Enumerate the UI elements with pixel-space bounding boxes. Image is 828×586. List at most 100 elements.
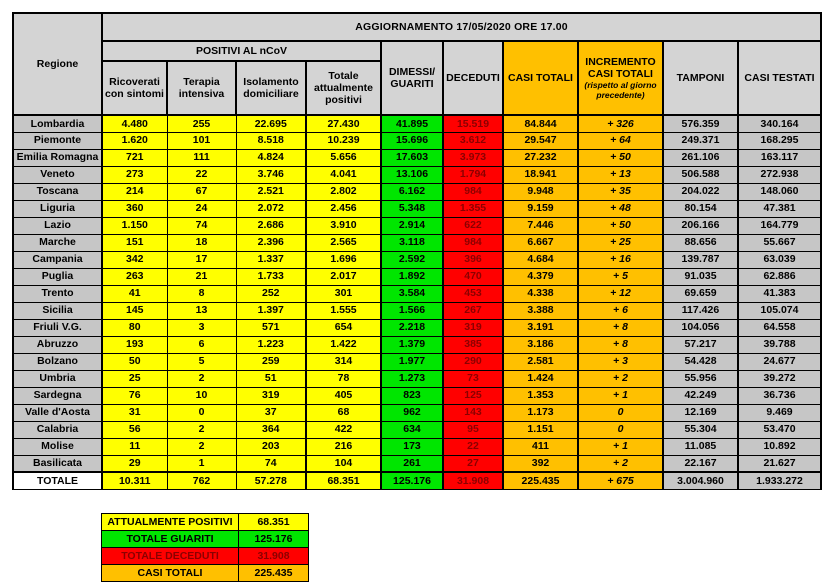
cell-dimessi-guariti: 2.914 xyxy=(380,216,444,235)
cell-deceduti: 984 xyxy=(442,233,504,252)
cell-deceduti: 622 xyxy=(442,216,504,235)
cell-totale-positivi: 1.422 xyxy=(305,335,382,354)
cell-deceduti: 143 xyxy=(442,403,504,422)
cell-ricoverati: 263 xyxy=(101,267,168,286)
cell-deceduti: 3.612 xyxy=(442,131,504,150)
cell-incremento: + 1 xyxy=(577,437,664,456)
legend-value: 225.435 xyxy=(238,564,309,582)
table-header: Regione AGGIORNAMENTO 17/05/2020 ORE 17.… xyxy=(12,12,823,116)
cell-dimessi-guariti: 1.273 xyxy=(380,369,444,388)
cell-totale-positivi: 2.565 xyxy=(305,233,382,252)
cell-tamponi: 55.956 xyxy=(662,369,739,388)
cell-incremento: + 64 xyxy=(577,131,664,150)
summary-legend: ATTUALMENTE POSITIVI 68.351 TOTALE GUARITI… xyxy=(101,513,309,582)
cell-dimessi-guariti: 13.106 xyxy=(380,165,444,184)
cell-dimessi-guariti: 125.176 xyxy=(380,471,444,490)
cell-incremento: + 50 xyxy=(577,148,664,167)
cell-totale-positivi: 4.041 xyxy=(305,165,382,184)
cell-deceduti: 27 xyxy=(442,454,504,473)
cell-dimessi-guariti: 1.566 xyxy=(380,301,444,320)
table-row: Bolzano 50 5 259 314 1.977 290 2.581 + 3 54.428 24… xyxy=(12,352,823,371)
cell-terapia-intensiva: 5 xyxy=(166,352,237,371)
cell-tamponi: 57.217 xyxy=(662,335,739,354)
table-row: Campania 342 17 1.337 1.696 2.592 396 4.684 + 16… xyxy=(12,250,823,269)
cell-totale-positivi: 654 xyxy=(305,318,382,337)
column-header-tamponi: TAMPONI xyxy=(662,40,739,116)
cell-totale-positivi: 2.456 xyxy=(305,199,382,218)
cell-casi-testati: 21.627 xyxy=(736,454,823,473)
cell-casi-testati: 148.060 xyxy=(736,182,823,201)
cell-casi-testati: 340.164 xyxy=(736,114,823,133)
table-row: Trento 41 8 252 301 3.584 453 4.338 + 12 69.659 41… xyxy=(12,284,823,303)
cell-tamponi: 80.154 xyxy=(662,199,739,218)
table-row: Sicilia 145 13 1.397 1.555 1.566 267 3.388 + 6 11… xyxy=(12,301,823,320)
cell-casi-testati: 163.117 xyxy=(736,148,823,167)
cell-deceduti: 31.908 xyxy=(442,471,504,490)
cell-incremento: + 8 xyxy=(577,318,664,337)
region-name: Sicilia xyxy=(12,301,103,320)
table-row: Friuli V.G. 80 3 571 654 2.218 319 3.191 + 8 104.… xyxy=(12,318,823,337)
cell-casi-totali: 7.446 xyxy=(502,216,579,235)
incremento-label-line1: INCREMENTO xyxy=(585,55,656,68)
cell-isolamento-domiciliare: 319 xyxy=(235,386,307,405)
table-row: Emilia Romagna 721 111 4.824 5.656 17.603 3.97… xyxy=(12,148,823,167)
cell-incremento: + 675 xyxy=(577,471,664,490)
cell-casi-testati: 24.677 xyxy=(736,352,823,371)
column-header-deceduti: DECEDUTI xyxy=(442,40,504,116)
table-row: Sardegna 76 10 319 405 823 125 1.353 + 1 42.249 36… xyxy=(12,386,823,405)
cell-incremento: 0 xyxy=(577,403,664,422)
cell-tamponi: 249.371 xyxy=(662,131,739,150)
column-header-totale-attualmente-positivi: Totale attualmente positivi xyxy=(305,60,382,116)
cell-totale-positivi: 5.656 xyxy=(305,148,382,167)
cell-isolamento-domiciliare: 22.695 xyxy=(235,114,307,133)
cell-terapia-intensiva: 18 xyxy=(166,233,237,252)
cell-ricoverati: 50 xyxy=(101,352,168,371)
cell-casi-testati: 105.074 xyxy=(736,301,823,320)
cell-incremento: + 2 xyxy=(577,454,664,473)
column-header-terapia-intensiva: Terapia intensiva xyxy=(166,60,237,116)
cell-dimessi-guariti: 173 xyxy=(380,437,444,456)
cell-isolamento-domiciliare: 57.278 xyxy=(235,471,307,490)
table-row: Lazio 1.150 74 2.686 3.910 2.914 622 7.446 + 50 2… xyxy=(12,216,823,235)
cell-deceduti: 1.355 xyxy=(442,199,504,218)
cell-dimessi-guariti: 41.895 xyxy=(380,114,444,133)
cell-ricoverati: 193 xyxy=(101,335,168,354)
cell-tamponi: 506.588 xyxy=(662,165,739,184)
legend-label: TOTALE DECEDUTI xyxy=(101,547,239,565)
cell-dimessi-guariti: 2.592 xyxy=(380,250,444,269)
cell-deceduti: 3.973 xyxy=(442,148,504,167)
region-name: Sardegna xyxy=(12,386,103,405)
cell-dimessi-guariti: 634 xyxy=(380,420,444,439)
cell-dimessi-guariti: 6.162 xyxy=(380,182,444,201)
cell-casi-testati: 53.470 xyxy=(736,420,823,439)
cell-totale-positivi: 78 xyxy=(305,369,382,388)
cell-ricoverati: 151 xyxy=(101,233,168,252)
cell-deceduti: 319 xyxy=(442,318,504,337)
cell-deceduti: 984 xyxy=(442,182,504,201)
cell-casi-totali: 9.159 xyxy=(502,199,579,218)
cell-tamponi: 12.169 xyxy=(662,403,739,422)
cell-totale-positivi: 216 xyxy=(305,437,382,456)
cell-ricoverati: 342 xyxy=(101,250,168,269)
title-row: Regione AGGIORNAMENTO 17/05/2020 ORE 17.… xyxy=(12,12,823,116)
cell-casi-testati: 39.788 xyxy=(736,335,823,354)
cell-dimessi-guariti: 1.892 xyxy=(380,267,444,286)
incremento-note: (rispetto al giorno precedente) xyxy=(584,79,657,100)
cell-terapia-intensiva: 8 xyxy=(166,284,237,303)
covid-regions-table: Regione AGGIORNAMENTO 17/05/2020 ORE 17.… xyxy=(12,12,823,490)
cell-tamponi: 54.428 xyxy=(662,352,739,371)
cell-ricoverati: 360 xyxy=(101,199,168,218)
cell-isolamento-domiciliare: 2.686 xyxy=(235,216,307,235)
cell-tamponi: 261.106 xyxy=(662,148,739,167)
column-header-casi-totali: CASI TOTALI xyxy=(502,40,579,116)
cell-isolamento-domiciliare: 8.518 xyxy=(235,131,307,150)
cell-isolamento-domiciliare: 1.397 xyxy=(235,301,307,320)
cell-tamponi: 11.085 xyxy=(662,437,739,456)
cell-isolamento-domiciliare: 1.733 xyxy=(235,267,307,286)
cell-casi-totali: 1.173 xyxy=(502,403,579,422)
cell-isolamento-domiciliare: 4.824 xyxy=(235,148,307,167)
cell-terapia-intensiva: 13 xyxy=(166,301,237,320)
cell-tamponi: 42.249 xyxy=(662,386,739,405)
cell-ricoverati: 80 xyxy=(101,318,168,337)
